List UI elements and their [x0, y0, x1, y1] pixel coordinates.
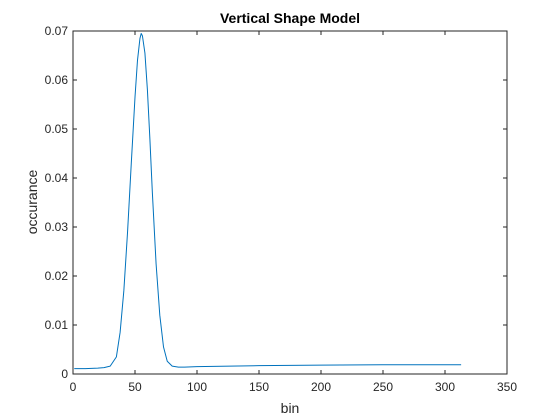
x-axis-ticks: 0 50 100 150 200 250 300 350 — [70, 31, 517, 394]
series-line-0 — [74, 32, 462, 370]
x-tick-label-6: 300 — [435, 380, 455, 394]
axes-box — [72, 30, 508, 375]
y-tick-label-3: 0.03 — [45, 220, 69, 234]
y-tick-label-4: 0.04 — [45, 171, 69, 185]
x-tick-label-7: 350 — [497, 380, 517, 394]
x-tick-label-2: 100 — [187, 380, 207, 394]
y-axis-label: occurance — [24, 169, 40, 234]
y-tick-label-2: 0.02 — [45, 269, 69, 283]
y-tick-label-1: 0.01 — [45, 318, 69, 332]
x-tick-label-0: 0 — [70, 380, 77, 394]
y-tick-label-7: 0.07 — [45, 24, 69, 38]
x-tick-label-3: 150 — [249, 380, 269, 394]
x-axis-label: bin — [281, 400, 300, 416]
x-tick-label-1: 50 — [128, 380, 142, 394]
x-tick-label-4: 200 — [311, 380, 331, 394]
x-tick-label-5: 250 — [373, 380, 393, 394]
y-tick-label-0: 0 — [61, 367, 68, 381]
y-tick-label-6: 0.06 — [45, 73, 69, 87]
chart-title: Vertical Shape Model — [220, 10, 360, 26]
y-tick-label-5: 0.05 — [45, 122, 69, 136]
axes-background — [73, 31, 507, 374]
y-axis-ticks: 0 0.01 0.02 0.03 0.04 0.05 0.06 0.07 — [45, 24, 507, 381]
series-layer — [74, 32, 462, 370]
